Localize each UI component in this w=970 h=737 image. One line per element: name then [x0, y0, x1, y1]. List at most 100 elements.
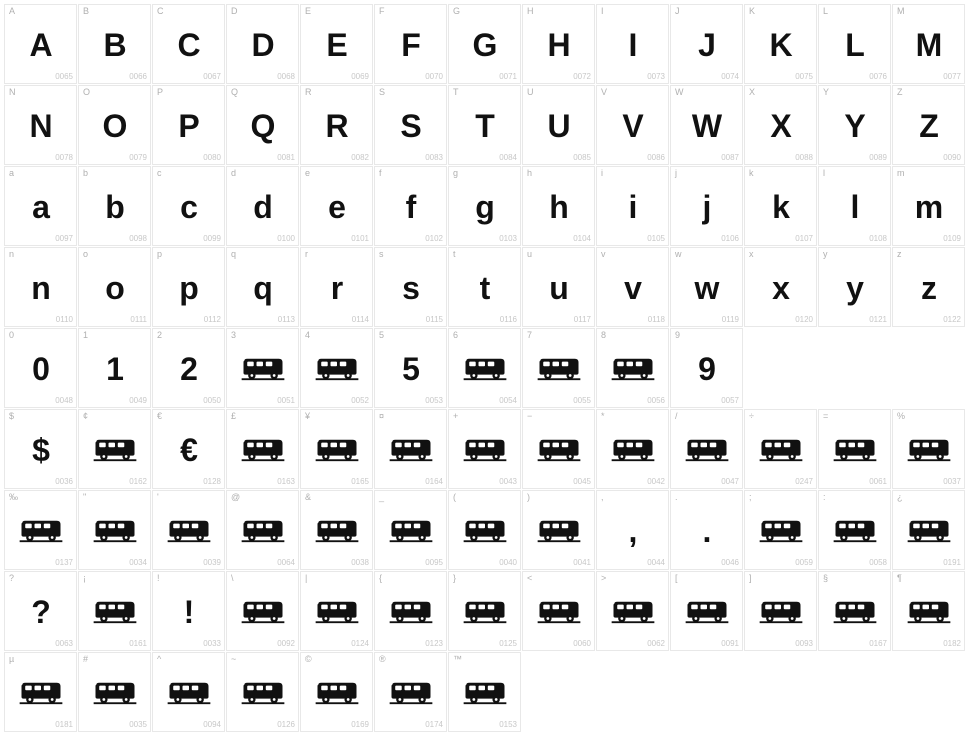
charmap-cell[interactable]: uu0117	[522, 247, 595, 327]
charmap-cell[interactable]: 110049	[78, 328, 151, 408]
charmap-cell[interactable]: ww0119	[670, 247, 743, 327]
charmap-cell[interactable]: /0047	[670, 409, 743, 489]
charmap-cell[interactable]: ]0093	[744, 571, 817, 651]
charmap-cell[interactable]: {0123	[374, 571, 447, 651]
charmap-cell[interactable]: ee0101	[300, 166, 373, 246]
charmap-cell[interactable]: vv0118	[596, 247, 669, 327]
charmap-cell[interactable]: KK0075	[744, 4, 817, 84]
charmap-cell[interactable]: ™0153	[448, 652, 521, 732]
charmap-cell[interactable]: }0125	[448, 571, 521, 651]
charmap-cell[interactable]: YY0089	[818, 85, 891, 165]
charmap-cell[interactable]: 550053	[374, 328, 447, 408]
charmap-cell[interactable]: _0095	[374, 490, 447, 570]
charmap-cell[interactable]: ¿0191	[892, 490, 965, 570]
charmap-cell[interactable]: ^0094	[152, 652, 225, 732]
charmap-cell[interactable]: nn0110	[4, 247, 77, 327]
charmap-cell[interactable]: mm0109	[892, 166, 965, 246]
charmap-cell[interactable]: LL0076	[818, 4, 891, 84]
charmap-cell[interactable]: 990057	[670, 328, 743, 408]
charmap-cell[interactable]: 70055	[522, 328, 595, 408]
charmap-cell[interactable]: £0163	[226, 409, 299, 489]
charmap-cell[interactable]: SS0083	[374, 85, 447, 165]
charmap-cell[interactable]: jj0106	[670, 166, 743, 246]
charmap-cell[interactable]: bb0098	[78, 166, 151, 246]
charmap-cell[interactable]: <0060	[522, 571, 595, 651]
charmap-cell[interactable]: GG0071	[448, 4, 521, 84]
charmap-cell[interactable]: %0037	[892, 409, 965, 489]
charmap-cell[interactable]: ¥0165	[300, 409, 373, 489]
charmap-cell[interactable]: gg0103	[448, 166, 521, 246]
charmap-cell[interactable]: MM0077	[892, 4, 965, 84]
charmap-cell[interactable]: BB0066	[78, 4, 151, 84]
charmap-cell[interactable]: UU0085	[522, 85, 595, 165]
charmap-cell[interactable]: 40052	[300, 328, 373, 408]
charmap-cell[interactable]: 30051	[226, 328, 299, 408]
charmap-cell[interactable]: −0045	[522, 409, 595, 489]
charmap-cell[interactable]: µ0181	[4, 652, 77, 732]
charmap-cell[interactable]: [0091	[670, 571, 743, 651]
charmap-cell[interactable]: ~0126	[226, 652, 299, 732]
charmap-cell[interactable]: ss0115	[374, 247, 447, 327]
charmap-cell[interactable]: ¡0161	[78, 571, 151, 651]
charmap-cell[interactable]: #0035	[78, 652, 151, 732]
charmap-cell[interactable]: II0073	[596, 4, 669, 84]
charmap-cell[interactable]: 000048	[4, 328, 77, 408]
charmap-cell[interactable]: TT0084	[448, 85, 521, 165]
charmap-cell[interactable]: +0043	[448, 409, 521, 489]
charmap-cell[interactable]: pp0112	[152, 247, 225, 327]
charmap-cell[interactable]: 60054	[448, 328, 521, 408]
charmap-cell[interactable]: '0039	[152, 490, 225, 570]
charmap-cell[interactable]: \0092	[226, 571, 299, 651]
charmap-cell[interactable]: FF0070	[374, 4, 447, 84]
charmap-cell[interactable]: AA0065	[4, 4, 77, 84]
charmap-cell[interactable]: 220050	[152, 328, 225, 408]
charmap-cell[interactable]: EE0069	[300, 4, 373, 84]
charmap-cell[interactable]: *0042	[596, 409, 669, 489]
charmap-cell[interactable]: ,,0044	[596, 490, 669, 570]
charmap-cell[interactable]: =0061	[818, 409, 891, 489]
charmap-cell[interactable]: ??0063	[4, 571, 77, 651]
charmap-cell[interactable]: ÷0247	[744, 409, 817, 489]
charmap-cell[interactable]: zz0122	[892, 247, 965, 327]
charmap-cell[interactable]: PP0080	[152, 85, 225, 165]
charmap-cell[interactable]: XX0088	[744, 85, 817, 165]
charmap-cell[interactable]: JJ0074	[670, 4, 743, 84]
charmap-cell[interactable]: >0062	[596, 571, 669, 651]
charmap-cell[interactable]: OO0079	[78, 85, 151, 165]
charmap-cell[interactable]: :0058	[818, 490, 891, 570]
charmap-cell[interactable]: kk0107	[744, 166, 817, 246]
charmap-cell[interactable]: xx0120	[744, 247, 817, 327]
charmap-cell[interactable]: cc0099	[152, 166, 225, 246]
charmap-cell[interactable]: ll0108	[818, 166, 891, 246]
charmap-cell[interactable]: CC0067	[152, 4, 225, 84]
charmap-cell[interactable]: yy0121	[818, 247, 891, 327]
charmap-cell[interactable]: ii0105	[596, 166, 669, 246]
charmap-cell[interactable]: VV0086	[596, 85, 669, 165]
charmap-cell[interactable]: |0124	[300, 571, 373, 651]
charmap-cell[interactable]: !!0033	[152, 571, 225, 651]
charmap-cell[interactable]: @0064	[226, 490, 299, 570]
charmap-cell[interactable]: hh0104	[522, 166, 595, 246]
charmap-cell[interactable]: aa0097	[4, 166, 77, 246]
charmap-cell[interactable]: NN0078	[4, 85, 77, 165]
charmap-cell[interactable]: ¶0182	[892, 571, 965, 651]
charmap-cell[interactable]: DD0068	[226, 4, 299, 84]
charmap-cell[interactable]: (0040	[448, 490, 521, 570]
charmap-cell[interactable]: oo0111	[78, 247, 151, 327]
charmap-cell[interactable]: "0034	[78, 490, 151, 570]
charmap-cell[interactable]: RR0082	[300, 85, 373, 165]
charmap-cell[interactable]: ‰0137	[4, 490, 77, 570]
charmap-cell[interactable]: QQ0081	[226, 85, 299, 165]
charmap-cell[interactable]: §0167	[818, 571, 891, 651]
charmap-cell[interactable]: qq0113	[226, 247, 299, 327]
charmap-cell[interactable]: WW0087	[670, 85, 743, 165]
charmap-cell[interactable]: ff0102	[374, 166, 447, 246]
charmap-cell[interactable]: tt0116	[448, 247, 521, 327]
charmap-cell[interactable]: HH0072	[522, 4, 595, 84]
charmap-cell[interactable]: ..0046	[670, 490, 743, 570]
charmap-cell[interactable]: ZZ0090	[892, 85, 965, 165]
charmap-cell[interactable]: ®0174	[374, 652, 447, 732]
charmap-cell[interactable]: ¢0162	[78, 409, 151, 489]
charmap-cell[interactable]: )0041	[522, 490, 595, 570]
charmap-cell[interactable]: rr0114	[300, 247, 373, 327]
